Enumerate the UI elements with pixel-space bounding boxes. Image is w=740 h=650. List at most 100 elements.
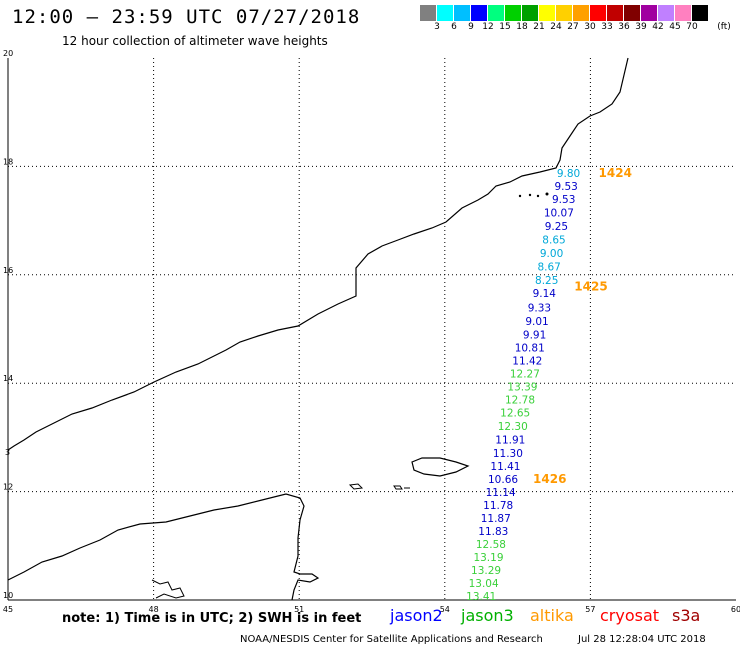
color-scale-swatch xyxy=(590,5,607,21)
wave-height-value: 9.53 xyxy=(552,194,575,206)
coastal-detail xyxy=(151,579,185,599)
wave-height-value: 12.30 xyxy=(498,421,528,433)
color-scale-swatch xyxy=(573,5,590,21)
wave-height-value: 9.33 xyxy=(528,302,551,314)
color-scale-swatch xyxy=(437,5,454,21)
wave-height-value: 11.14 xyxy=(486,487,516,499)
kuria-muria-islands xyxy=(518,192,549,198)
color-scale-swatch xyxy=(488,5,505,21)
wave-height-value: 9.25 xyxy=(545,221,568,233)
color-scale-label: 21 xyxy=(533,22,545,32)
color-scale-label: 9 xyxy=(468,22,474,32)
legend-s3a: s3a xyxy=(672,606,701,625)
color-scale-label: 36 xyxy=(618,22,630,32)
wave-height-value: 13.41 xyxy=(466,591,496,603)
color-scale-swatch xyxy=(607,5,624,21)
wave-height-value: 12.78 xyxy=(505,394,535,406)
wave-height-value: 13.19 xyxy=(473,552,503,564)
wave-height-value: 10.66 xyxy=(488,474,518,486)
color-scale-label: 70 xyxy=(686,22,698,32)
wave-height-value: 9.53 xyxy=(554,181,577,193)
color-scale-swatch xyxy=(624,5,641,21)
arabian-peninsula-coastline xyxy=(7,57,629,451)
wave-height-value: 13.04 xyxy=(469,578,499,590)
color-scale-label: 18 xyxy=(516,22,528,32)
color-scale-swatch xyxy=(454,5,471,21)
longitude-tick-label: 45 xyxy=(3,605,13,614)
longitude-tick-label: 54 xyxy=(440,605,450,614)
wave-height-value: 12.65 xyxy=(500,407,530,419)
small-islands xyxy=(348,483,410,490)
longitude-tick-label: 57 xyxy=(585,605,595,614)
longitude-tick-label: 60 xyxy=(731,605,740,614)
color-scale-label: 42 xyxy=(652,22,664,32)
wave-height-value: 13.29 xyxy=(471,565,501,577)
color-scale-label: 33 xyxy=(601,22,613,32)
color-scale-swatch xyxy=(539,5,556,21)
wave-height-value: 8.67 xyxy=(537,262,560,274)
color-scale-label: 27 xyxy=(567,22,579,32)
color-scale-swatch xyxy=(658,5,675,21)
pass-time-label: 1424 xyxy=(599,166,632,180)
color-scale-label: 39 xyxy=(635,22,647,32)
wave-height-value: 11.42 xyxy=(512,355,542,367)
map-grid: 45 48 51 54 57 60 20 18 16 14 12 10 3 xyxy=(3,49,740,614)
wave-height-value: 10.07 xyxy=(544,207,574,219)
wave-height-value: 9.14 xyxy=(533,288,557,300)
color-scale-labels: 3 6 9 12 15 18 21 24 27 30 33 36 39 42 45 70 (ft) xyxy=(420,22,740,34)
color-scale-label: 24 xyxy=(550,22,562,32)
wave-height-value: 12.27 xyxy=(510,368,540,380)
latitude-tick-label: 18 xyxy=(3,157,13,166)
generated-timestamp: Jul 28 12:28:04 UTC 2018 xyxy=(578,634,706,645)
altimeter-track: 9.809.539.5310.079.258.659.008.678.259.1… xyxy=(466,168,580,603)
legend-jason2: jason2 xyxy=(390,606,443,625)
wave-height-value: 9.80 xyxy=(557,168,580,180)
pass-time-label: 1425 xyxy=(574,280,607,294)
wave-height-color-scale xyxy=(420,5,709,21)
color-scale-swatch xyxy=(556,5,573,21)
wave-height-value: 8.65 xyxy=(542,235,565,247)
color-scale-swatch xyxy=(522,5,539,21)
wave-height-value: 9.01 xyxy=(525,316,548,328)
pass-time-label: 1426 xyxy=(533,472,566,486)
color-scale-label: 30 xyxy=(584,22,596,32)
legend-jason3: jason3 xyxy=(461,606,514,625)
longitude-tick-label: 48 xyxy=(149,605,159,614)
color-scale-label: 6 xyxy=(451,22,457,32)
latitude-tick-label: 14 xyxy=(3,374,13,383)
wave-height-value: 13.39 xyxy=(507,381,537,393)
horn-of-africa-coastline xyxy=(7,493,320,601)
track-time-labels: 1424 1425 1426 xyxy=(533,166,632,486)
wave-height-value: 11.41 xyxy=(490,461,520,473)
color-scale-swatch xyxy=(641,5,658,21)
color-scale-label: 3 xyxy=(434,22,440,32)
wave-height-value: 11.83 xyxy=(478,526,508,538)
wave-height-value: 9.00 xyxy=(540,248,563,260)
page-subtitle: 12 hour collection of altimeter wave hei… xyxy=(62,34,328,48)
wave-height-value: 11.78 xyxy=(483,500,513,512)
color-scale-swatch xyxy=(692,5,709,21)
color-scale-label: 12 xyxy=(482,22,494,32)
color-scale-unit: (ft) xyxy=(717,22,731,32)
longitude-tick-label: 51 xyxy=(294,605,304,614)
credit-text: NOAA/NESDIS Center for Satellite Applica… xyxy=(240,634,543,645)
wave-height-value: 11.91 xyxy=(495,435,525,447)
wave-height-value: 11.30 xyxy=(493,448,523,460)
color-scale-swatch xyxy=(420,5,437,21)
latitude-minor-label: 3 xyxy=(5,448,10,457)
wave-height-value: 10.81 xyxy=(515,342,545,354)
latitude-tick-label: 12 xyxy=(3,483,13,492)
wave-height-value: 12.58 xyxy=(476,539,506,551)
color-scale-label: 45 xyxy=(669,22,681,32)
socotra-island xyxy=(411,457,470,477)
color-scale-swatch xyxy=(505,5,522,21)
legend-altika: altika xyxy=(530,606,574,625)
legend-cryosat: cryosat xyxy=(600,606,660,625)
latitude-tick-label: 10 xyxy=(3,591,13,600)
color-scale-swatch xyxy=(471,5,488,21)
latitude-tick-label: 16 xyxy=(3,266,13,275)
latitude-tick-label: 20 xyxy=(3,49,13,58)
page-title: 12:00 – 23:59 UTC 07/27/2018 xyxy=(12,6,361,28)
color-scale-swatch xyxy=(675,5,692,21)
